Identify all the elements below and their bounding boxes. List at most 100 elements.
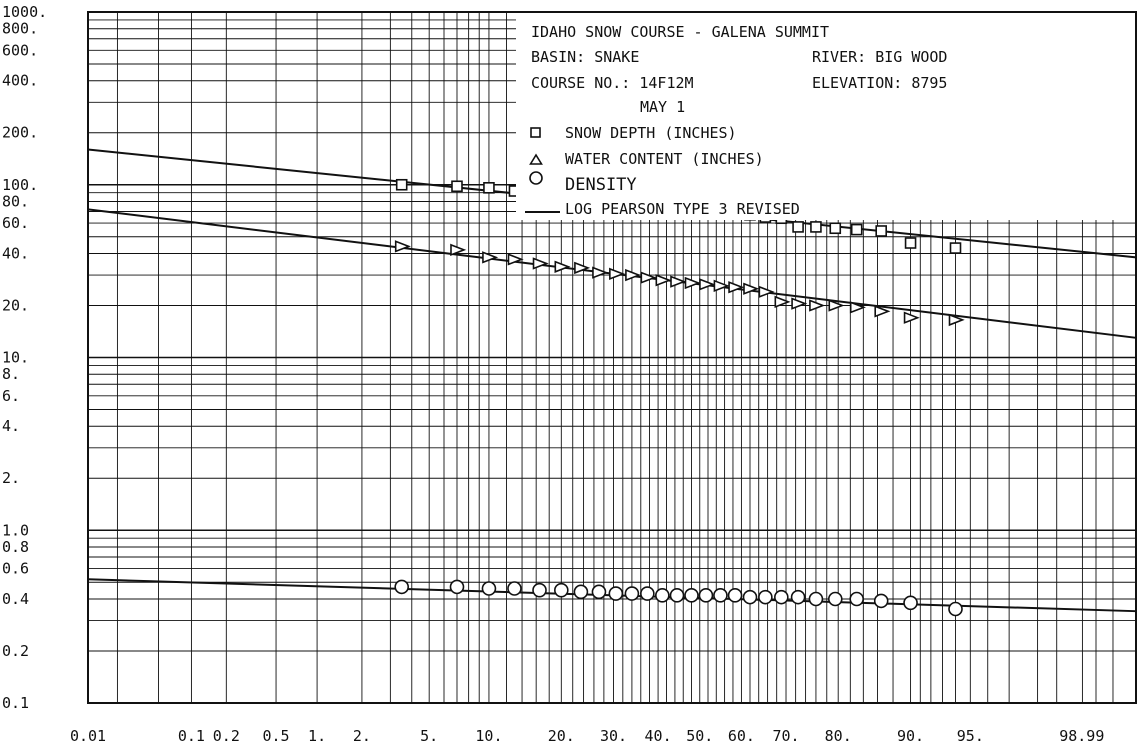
y-tick-label: 600.: [2, 41, 38, 59]
snow-depth-point: [810, 221, 822, 233]
density-point: [713, 588, 728, 603]
y-tick-label: 0.4: [2, 590, 29, 608]
water-content-point: [574, 261, 591, 275]
legend-square-icon: [530, 127, 541, 138]
density-point: [591, 584, 607, 600]
x-tick-label: 50.: [686, 727, 713, 745]
water-content-point: [743, 282, 760, 295]
y-tick-label: 0.8: [2, 538, 29, 556]
water-content-point: [450, 243, 467, 256]
water-content-point: [592, 266, 609, 279]
water-content-point: [874, 305, 891, 318]
y-tick-label: 6.: [2, 387, 20, 405]
water-content-point: [670, 275, 687, 288]
density-point: [481, 581, 497, 596]
y-tick-label: 0.1: [2, 694, 29, 712]
snow-depth-point: [904, 237, 917, 249]
chart-title: IDAHO SNOW COURSE - GALENA SUMMIT: [531, 23, 829, 41]
x-tick-label: 5.: [420, 727, 438, 745]
water-content-point: [532, 257, 549, 270]
legend-label-snow-depth: SNOW DEPTH (INCHES): [565, 124, 737, 142]
water-content-point: [728, 281, 745, 294]
x-tick-label: 1.: [308, 727, 326, 745]
y-tick-label: 80.: [2, 192, 29, 210]
legend-circle-icon: [529, 171, 543, 185]
info-box: IDAHO SNOW COURSE - GALENA SUMMIT BASIN:…: [516, 13, 1135, 220]
basin-label: BASIN: SNAKE: [531, 48, 639, 66]
y-tick-label: 1.0: [2, 521, 29, 539]
legend-label-water-content: WATER CONTENT (INCHES): [565, 150, 764, 168]
y-tick-label: 10.: [2, 349, 29, 367]
water-content-point: [655, 274, 672, 287]
river-label: RIVER: BIG WOOD: [812, 48, 947, 66]
date-label: MAY 1: [640, 98, 685, 116]
density-point: [394, 579, 410, 595]
density-point: [573, 584, 589, 600]
x-tick-label: 20.: [548, 727, 575, 745]
water-content-point: [640, 271, 657, 284]
x-tick-label: 95.: [957, 727, 984, 745]
water-content-point: [809, 299, 826, 312]
x-tick-label: 30.: [600, 727, 627, 745]
density-point: [808, 591, 824, 607]
y-tick-label: 0.2: [2, 642, 29, 660]
density-point: [827, 591, 843, 607]
water-content-point: [554, 260, 571, 273]
density-point: [507, 581, 522, 596]
x-tick-label: 70.: [772, 727, 799, 745]
density-point: [903, 595, 918, 611]
y-tick-label: 60.: [2, 214, 29, 232]
y-tick-label: 4.: [2, 417, 20, 435]
density-point: [948, 601, 963, 617]
density-point: [669, 588, 685, 603]
snow-depth-point: [451, 180, 463, 193]
snow-depth-point: [850, 223, 863, 236]
x-axis-ticks: 0.01 0.1 0.2 0.5 1. 2. 5. 10. 20. 30. 40. 50. 60. 70.…: [70, 727, 1104, 745]
water-content-point: [791, 297, 808, 310]
course-label: COURSE NO.: 14F12M: [531, 74, 694, 92]
density-point: [849, 591, 865, 607]
water-content-point: [684, 276, 701, 290]
y-tick-label: 100.: [2, 176, 38, 194]
water-content-point: [774, 295, 791, 309]
legend-label-fit: LOG PEARSON TYPE 3 REVISED: [565, 200, 800, 218]
y-tick-label: 0.6: [2, 560, 29, 578]
water-content-point: [507, 253, 524, 266]
snow-depth-point: [949, 242, 962, 254]
density-point: [640, 586, 655, 601]
x-tick-label: 0.1: [178, 727, 205, 745]
x-tick-label: 60.: [728, 727, 755, 745]
y-tick-label: 400.: [2, 72, 38, 90]
water-content-point: [609, 267, 626, 281]
y-tick-label: 1000.: [2, 3, 47, 21]
legend-triangle-icon: [529, 153, 543, 165]
y-tick-label: 200.: [2, 124, 38, 142]
snow-depth-point: [483, 182, 495, 194]
y-axis-ticks: 1000.800. 600. 400. 200. 100.80. 60. 40. 20. 10.…: [2, 3, 47, 712]
snow-depth-point: [829, 222, 842, 235]
x-tick-label: 40.: [645, 727, 672, 745]
elevation-label: ELEVATION: 8795: [812, 74, 947, 92]
x-tick-label: 80.: [825, 727, 852, 745]
water-content-point: [948, 313, 965, 327]
x-tick-label: 10.: [475, 727, 502, 745]
density-point: [608, 586, 624, 601]
plot-frame: [87, 11, 1137, 704]
density-point: [742, 589, 758, 605]
info-box-background: [516, 13, 1135, 220]
density-point: [655, 588, 670, 603]
water-content-point: [625, 268, 642, 282]
x-tick-label: 98.99: [1059, 727, 1104, 745]
y-tick-label: 40.: [2, 244, 29, 262]
density-point: [684, 588, 699, 603]
density-point: [449, 579, 465, 595]
x-tick-label: 0.5: [263, 727, 290, 745]
snow-depth-point: [875, 225, 888, 237]
density-point: [774, 589, 789, 605]
y-tick-label: 8.: [2, 365, 20, 383]
density-point: [554, 582, 569, 598]
water-content-point: [828, 299, 845, 312]
x-tick-label: 0.2: [213, 727, 240, 745]
density-point: [698, 588, 714, 603]
x-tick-label: 0.01: [70, 727, 106, 745]
